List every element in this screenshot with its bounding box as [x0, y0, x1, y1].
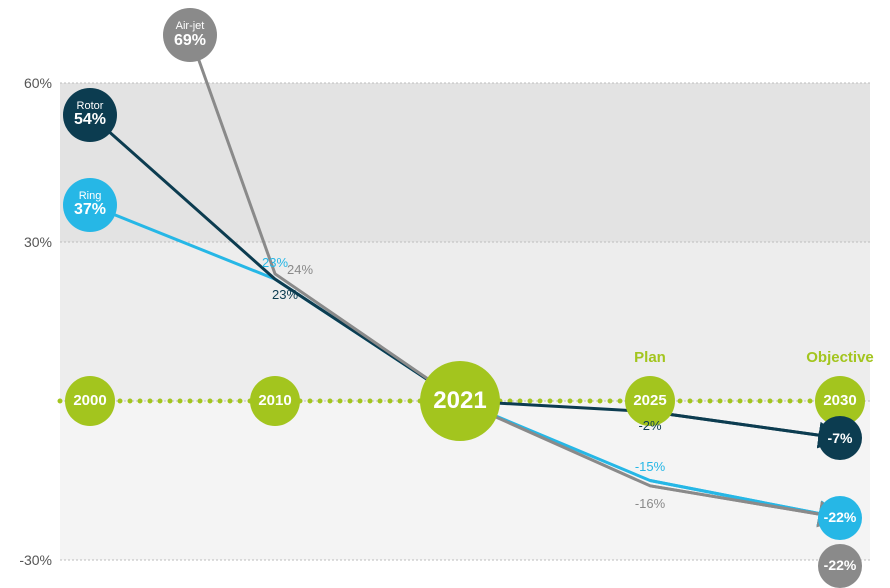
series-end-bubble-airjet: -22% — [818, 544, 862, 588]
timeline-header: Objective — [806, 349, 874, 366]
series-end-bubble-ring: -22% — [818, 496, 862, 540]
timeline-header: Plan — [634, 349, 666, 366]
timeline-year-bubble: 2010 — [250, 376, 300, 426]
series-mid-label-ring: -15% — [635, 459, 665, 474]
series-mid-label-ring: 23% — [262, 255, 288, 270]
timeline-year-bubble: 2000 — [65, 376, 115, 426]
series-mid-label-airjet: -16% — [635, 496, 665, 511]
series-mid-label-airjet: 24% — [287, 262, 313, 277]
series-mid-label-rotor: 23% — [272, 287, 298, 302]
series-start-bubble-ring: Ring37% — [63, 178, 117, 232]
timeline-year-bubble: 2021 — [420, 361, 500, 441]
series-start-bubble-rotor: Rotor54% — [63, 88, 117, 142]
series-end-bubble-rotor: -7% — [818, 416, 862, 460]
chart-svg — [0, 0, 890, 586]
y-axis-tick: -30% — [19, 552, 52, 568]
y-axis-tick: 60% — [24, 75, 52, 91]
series-mid-label-rotor: -2% — [638, 418, 661, 433]
series-start-bubble-airjet: Air-jet69% — [163, 8, 217, 62]
chart-root: -30%30%60%20002010202120252030PlanObject… — [0, 0, 890, 586]
y-axis-tick: 30% — [24, 234, 52, 250]
